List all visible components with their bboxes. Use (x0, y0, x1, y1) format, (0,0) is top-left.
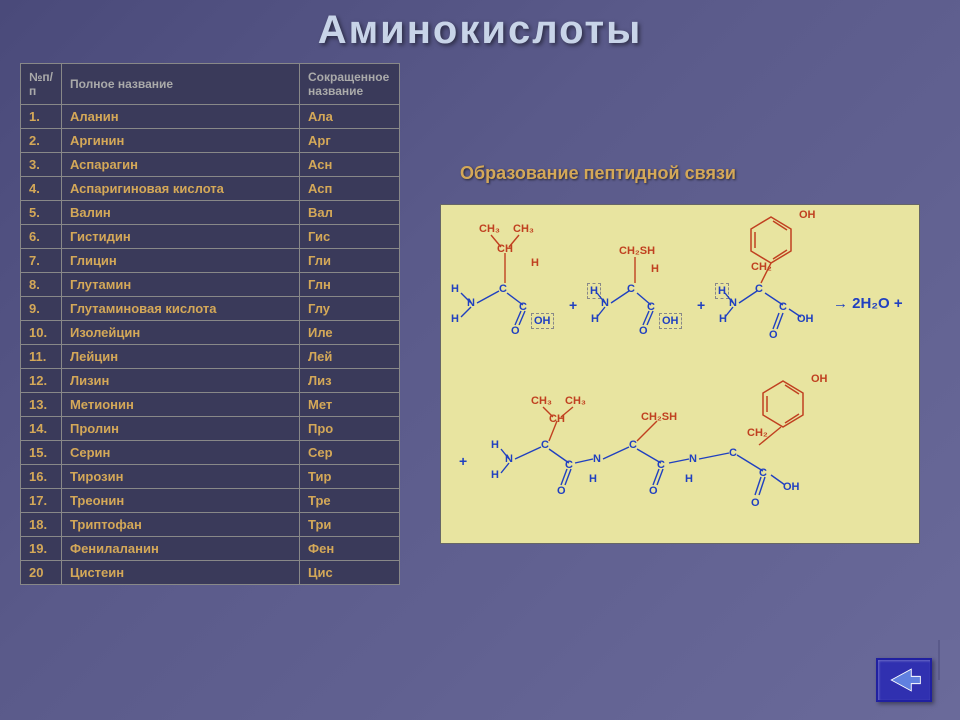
table-cell: Валин (61, 201, 299, 225)
table-cell: Глутамин (61, 273, 299, 297)
table-row: 12.ЛизинЛиз (21, 369, 400, 393)
table-cell: Ала (300, 105, 400, 129)
table-row: 6.ГистидинГис (21, 225, 400, 249)
table-cell: Аргинин (61, 129, 299, 153)
table-cell: 6. (21, 225, 62, 249)
table-row: 17.ТреонинТре (21, 489, 400, 513)
back-button[interactable] (876, 658, 932, 702)
table-cell: Цис (300, 561, 400, 585)
arrow-left-icon (878, 660, 930, 700)
table-cell: Сер (300, 441, 400, 465)
table-row: 15.СеринСер (21, 441, 400, 465)
table-cell: Глицин (61, 249, 299, 273)
table-cell: Тирозин (61, 465, 299, 489)
table-cell: 10. (21, 321, 62, 345)
table-row: 14.ПролинПро (21, 417, 400, 441)
col-number: №п/п (21, 64, 62, 105)
table-row: 4.Аспаригиновая кислотаАсп (21, 177, 400, 201)
table-cell: 18. (21, 513, 62, 537)
table-cell: 1. (21, 105, 62, 129)
table-row: 13.МетионинМет (21, 393, 400, 417)
table-cell: Иле (300, 321, 400, 345)
table-cell: Триптофан (61, 513, 299, 537)
table-cell: Глутаминовая кислота (61, 297, 299, 321)
table-cell: Фен (300, 537, 400, 561)
table-cell: Лей (300, 345, 400, 369)
table-cell: Вал (300, 201, 400, 225)
table-cell: 20 (21, 561, 62, 585)
slide-corner (938, 640, 960, 680)
table-cell: Глу (300, 297, 400, 321)
table-row: 10.ИзолейцинИле (21, 321, 400, 345)
table-cell: 12. (21, 369, 62, 393)
table-cell: Серин (61, 441, 299, 465)
table-row: 9.Глутаминовая кислотаГлу (21, 297, 400, 321)
page-title: Аминокислоты (0, 0, 960, 53)
table-cell: Треонин (61, 489, 299, 513)
table-cell: 9. (21, 297, 62, 321)
table-row: 3.АспарагинАсн (21, 153, 400, 177)
table-cell: Лиз (300, 369, 400, 393)
table-row: 18.ТриптофанТри (21, 513, 400, 537)
table-cell: 2. (21, 129, 62, 153)
col-full-name: Полное название (61, 64, 299, 105)
amino-acid-table-container: №п/п Полное название Сокращенное названи… (20, 63, 400, 585)
table-cell: 7. (21, 249, 62, 273)
table-cell: Тре (300, 489, 400, 513)
table-cell: 4. (21, 177, 62, 201)
table-cell: Арг (300, 129, 400, 153)
table-cell: Про (300, 417, 400, 441)
table-cell: Цистеин (61, 561, 299, 585)
table-row: 2.АргининАрг (21, 129, 400, 153)
table-cell: 8. (21, 273, 62, 297)
table-cell: Гистидин (61, 225, 299, 249)
table-cell: 16. (21, 465, 62, 489)
table-row: 11.ЛейцинЛей (21, 345, 400, 369)
col-short-name: Сокращенное название (300, 64, 400, 105)
table-cell: Лейцин (61, 345, 299, 369)
table-cell: Аспаригиновая кислота (61, 177, 299, 201)
table-cell: Метионин (61, 393, 299, 417)
table-cell: 5. (21, 201, 62, 225)
table-row: 7.ГлицинГли (21, 249, 400, 273)
table-cell: Тир (300, 465, 400, 489)
table-row: 5.ВалинВал (21, 201, 400, 225)
table-cell: Фенилаланин (61, 537, 299, 561)
table-row: 1.АланинАла (21, 105, 400, 129)
table-cell: Лизин (61, 369, 299, 393)
table-row: 8.ГлутаминГлн (21, 273, 400, 297)
table-row: 19.ФенилаланинФен (21, 537, 400, 561)
table-row: 20ЦистеинЦис (21, 561, 400, 585)
table-cell: Асп (300, 177, 400, 201)
table-cell: Глн (300, 273, 400, 297)
amino-acid-table: №п/п Полное название Сокращенное названи… (20, 63, 400, 585)
table-cell: 19. (21, 537, 62, 561)
table-cell: 15. (21, 441, 62, 465)
table-cell: 14. (21, 417, 62, 441)
table-cell: Изолейцин (61, 321, 299, 345)
table-cell: 17. (21, 489, 62, 513)
bond-lines (441, 205, 921, 545)
table-cell: Пролин (61, 417, 299, 441)
table-cell: Три (300, 513, 400, 537)
diagram-title: Образование пептидной связи (430, 163, 940, 184)
table-cell: 13. (21, 393, 62, 417)
table-cell: 11. (21, 345, 62, 369)
table-cell: Аланин (61, 105, 299, 129)
peptide-bond-diagram: CH₃ CH₃ CH H H N H C C O OH + CH₂SH H H … (440, 204, 920, 544)
table-cell: Аспарагин (61, 153, 299, 177)
table-cell: Гис (300, 225, 400, 249)
table-cell: Гли (300, 249, 400, 273)
table-row: 16.ТирозинТир (21, 465, 400, 489)
table-cell: 3. (21, 153, 62, 177)
table-cell: Мет (300, 393, 400, 417)
table-cell: Асн (300, 153, 400, 177)
